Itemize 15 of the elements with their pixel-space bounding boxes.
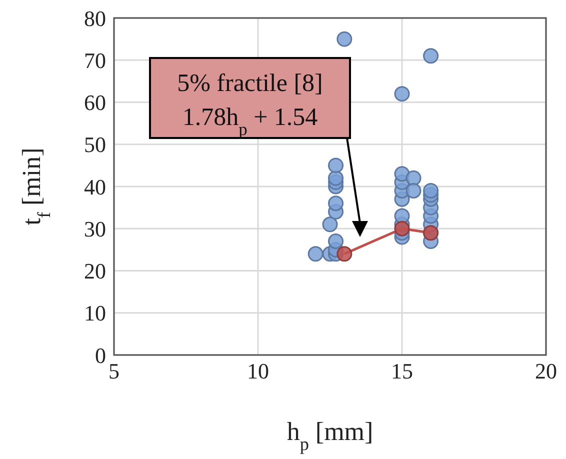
y-tick-label: 10 — [84, 300, 106, 326]
annotation: 5% fractile [8] 1.78h$_{p}$ + 1.54 — [177, 70, 323, 139]
y-tick-label: 80 — [84, 6, 106, 31]
y-tick-label: 40 — [84, 174, 106, 200]
x-tick-label: 15 — [391, 358, 413, 384]
y-tick-label: 70 — [84, 48, 106, 73]
y-tick-label: 60 — [84, 90, 106, 116]
x-tick-label: 20 — [535, 358, 557, 384]
x-tick-label: 5 — [108, 358, 120, 384]
y-tick-label: 20 — [84, 258, 106, 284]
y-tick-label: 30 — [84, 216, 106, 242]
x-tick-label: 10 — [247, 358, 269, 384]
y-tick-label: 0 — [95, 342, 106, 368]
x-axis-title: h$_{p}$ [mm] — [286, 417, 374, 454]
y-tick-label: 50 — [84, 132, 106, 158]
